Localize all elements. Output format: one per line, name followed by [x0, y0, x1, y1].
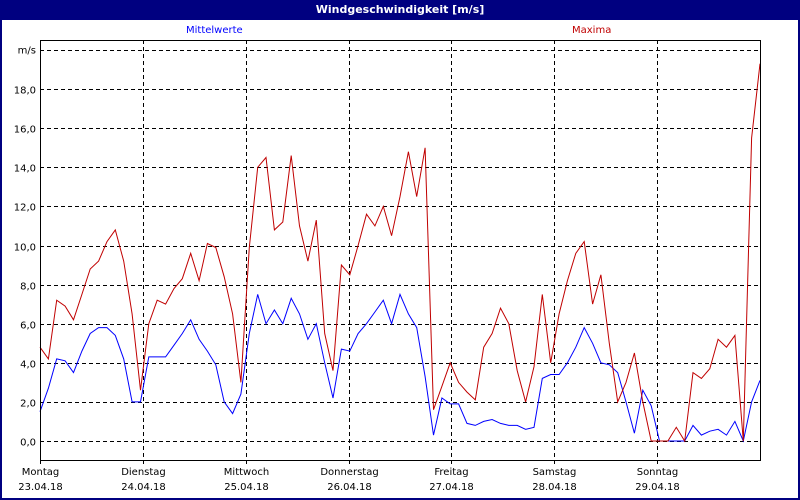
- y-tick-label: 16,0: [14, 125, 36, 136]
- x-axis-labels: Montag 23.04.18 Dienstag 24.04.18 Mittwoch 25…: [18, 467, 680, 493]
- x-day-label: Samstag: [533, 467, 577, 478]
- x-day-label: Donnerstag: [320, 467, 378, 478]
- y-tick-label: 2,0: [20, 399, 36, 410]
- x-day-label: Montag: [22, 467, 59, 478]
- legend-mittelwerte: Mittelwerte: [186, 25, 243, 36]
- x-day-label: Sonntag: [637, 467, 679, 478]
- x-date-label: 29.04.18: [635, 482, 680, 493]
- y-tick-label: 8,0: [20, 282, 36, 293]
- series-maxima-line: [39, 63, 761, 443]
- y-tick-label: 6,0: [20, 321, 36, 332]
- y-tick-label: 4,0: [20, 360, 36, 371]
- x-date-label: 23.04.18: [18, 482, 63, 493]
- legend-maxima: Maxima: [572, 25, 612, 36]
- x-day-label: Mittwoch: [224, 467, 269, 478]
- chart-title: Windgeschwindigkeit [m/s]: [0, 0, 800, 20]
- plot-area-border: [40, 40, 761, 461]
- y-unit-label: m/s: [18, 46, 36, 57]
- x-day-label: Dienstag: [121, 467, 166, 478]
- y-tick-label: 18,0: [14, 86, 36, 97]
- x-date-label: 24.04.18: [121, 482, 166, 493]
- x-date-label: 27.04.18: [429, 482, 474, 493]
- series-mittelwerte-line: [39, 292, 761, 443]
- y-tick-label: 12,0: [14, 203, 36, 214]
- y-tick-label: 10,0: [14, 243, 36, 254]
- x-day-label: Freitag: [434, 467, 468, 478]
- y-tick-label: 0,0: [20, 438, 36, 449]
- y-axis-labels: 0,0 2,0 4,0 6,0 8,0 10,0 12,0 14,0 16,0 18,0 m/s: [14, 46, 36, 449]
- x-date-label: 26.04.18: [327, 482, 372, 493]
- grid-lines: [40, 40, 760, 464]
- x-date-label: 28.04.18: [532, 482, 577, 493]
- x-date-label: 25.04.18: [224, 482, 269, 493]
- y-tick-label: 14,0: [14, 164, 36, 175]
